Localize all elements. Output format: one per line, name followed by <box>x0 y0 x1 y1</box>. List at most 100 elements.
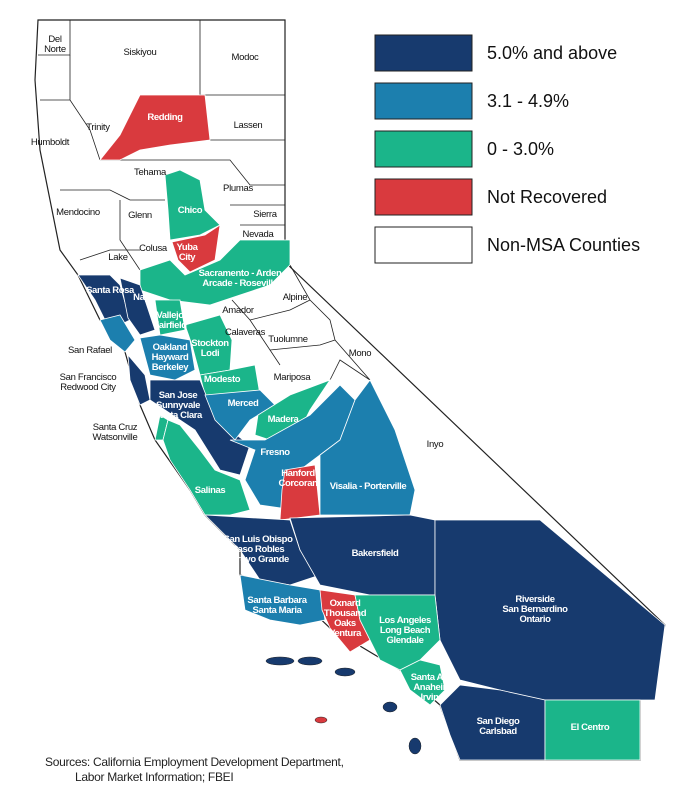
legend-swatch <box>374 82 473 120</box>
region-label-line: Los Angeles <box>379 615 431 626</box>
region-label-line: Yuba <box>176 242 198 253</box>
region-label: Santa Cruz Watsonville <box>93 422 138 443</box>
region-label: El Centro <box>571 722 610 733</box>
region-label-line: Thousand <box>324 608 367 619</box>
region-label-line: Santa Clara <box>154 410 203 421</box>
region <box>544 699 641 761</box>
region <box>154 299 186 336</box>
source-line: Sources: California Employment Developme… <box>45 755 344 769</box>
region-label-line: Santa Rosa <box>86 285 135 296</box>
region <box>127 353 151 406</box>
source-line: Labor Market Information; FBEI <box>75 770 233 784</box>
region-label-line: Merced <box>228 398 259 409</box>
region-label: Visalia - Porterville <box>330 481 407 492</box>
region-label-line: Hayward <box>152 352 189 363</box>
county-label-line: Alpine <box>283 292 308 303</box>
region <box>171 224 221 273</box>
region-label: Riverside San Bernardino Ontario <box>502 594 568 625</box>
region-label: Sacramento - Arden Arcade - Roseville <box>199 268 282 289</box>
county-label-line: Lake <box>108 252 127 263</box>
region-label: Santa Rosa <box>86 285 135 296</box>
region <box>99 314 136 353</box>
region-label-line: Carlsbad <box>479 726 517 737</box>
region <box>399 659 446 706</box>
region-label-line: Arcade - Roseville <box>202 278 277 289</box>
region-label-line: Oxnard <box>330 598 361 609</box>
county-label: Humboldt <box>31 137 70 148</box>
regions <box>77 94 666 761</box>
legend-label: 5.0% and above <box>487 43 617 63</box>
legend-label: 3.1 - 4.9% <box>487 91 569 111</box>
region-label: Fresno <box>260 447 290 458</box>
legend-swatch <box>374 226 473 264</box>
region-label-line: Fairfield <box>153 320 187 331</box>
region-label: Los Angeles Long Beach Glendale <box>379 615 431 646</box>
region-label-line: Oakland <box>153 342 188 353</box>
county-label-line: Plumas <box>223 183 253 194</box>
county-label-line: Mariposa <box>274 372 312 383</box>
county-label-line: Trinity <box>86 122 110 133</box>
county-label-line: Tehama <box>134 167 167 178</box>
county-label-line: Mendocino <box>56 207 100 218</box>
region-label: Merced <box>228 398 259 409</box>
region <box>319 379 416 516</box>
county-label: Colusa <box>139 243 168 254</box>
county-label-line: Norte <box>44 44 66 55</box>
county-label: Sierra <box>253 209 278 220</box>
region-label-line: Oaks <box>334 618 356 629</box>
county-label: Lassen <box>234 120 263 131</box>
county-label: Inyo <box>427 439 444 450</box>
region-label: Chico <box>178 205 203 216</box>
county-label: Mono <box>349 348 372 359</box>
county-label-line: Mono <box>349 348 372 359</box>
islands <box>265 656 422 755</box>
legend-label: Non-MSA Counties <box>487 235 640 255</box>
county-label-line: Inyo <box>427 439 444 450</box>
region-label: San Francisco Redwood City <box>60 372 117 393</box>
region-label-line: Salinas <box>195 485 226 496</box>
legend-swatch <box>374 34 473 72</box>
region-label-line: Santa Maria <box>253 605 303 616</box>
region-label-line: Stockton <box>191 338 229 349</box>
county-label-line: Colusa <box>139 243 168 254</box>
county-label: Amador <box>222 305 254 316</box>
region-label-line: Lodi <box>201 348 219 359</box>
region <box>99 94 211 161</box>
county-label-line: Lassen <box>234 120 263 131</box>
region-label-line: Ontario <box>520 614 552 625</box>
region-label-line: Long Beach <box>380 625 431 636</box>
county-label: Del Norte <box>44 34 66 55</box>
region <box>203 514 321 586</box>
region-label-line: El Centro <box>571 722 610 733</box>
county-label: Lake <box>108 252 127 263</box>
region-label-line: Paso Robles <box>232 544 285 555</box>
region-label: Hanford Corcoran <box>278 468 318 489</box>
region-label-line: Riverside <box>515 594 554 605</box>
region-label-line: Redwood City <box>60 382 116 393</box>
region-label: Oakland Hayward Berkeley <box>152 342 190 373</box>
region-label-line: Fresno <box>260 447 290 458</box>
county-label-line: Amador <box>222 305 254 316</box>
legend: 5.0% and above 3.1 - 4.9% 0 - 3.0% Not Reco… <box>374 34 640 264</box>
county-label-line: Del <box>48 34 62 45</box>
region <box>239 574 326 626</box>
region-label-line: Madera <box>268 414 300 425</box>
county-label: Siskiyou <box>124 47 157 58</box>
region-label: Salinas <box>195 485 226 496</box>
region-label: San Luis Obispo Paso Robles Arroyo Grande <box>224 534 294 565</box>
county-label: Calaveras <box>225 327 266 338</box>
region-label-line: Glendale <box>387 635 424 646</box>
region-label-line: Corcoran <box>278 478 318 489</box>
county-label: Tuolumne <box>268 334 308 345</box>
region-label: Redding <box>147 112 183 123</box>
region-label: Madera <box>268 414 300 425</box>
county-label-line: Glenn <box>128 210 152 221</box>
region-label: Bakersfield <box>352 548 399 559</box>
region-label: Santa Ana Anaheim Irvine <box>411 672 455 703</box>
region-label-line: Santa Cruz <box>93 422 138 433</box>
region-label-line: San Jose <box>159 390 198 401</box>
county-label-line: Calaveras <box>225 327 266 338</box>
region-label: Stockton Lodi <box>191 338 229 359</box>
region <box>204 389 276 441</box>
legend-swatch <box>374 130 473 168</box>
